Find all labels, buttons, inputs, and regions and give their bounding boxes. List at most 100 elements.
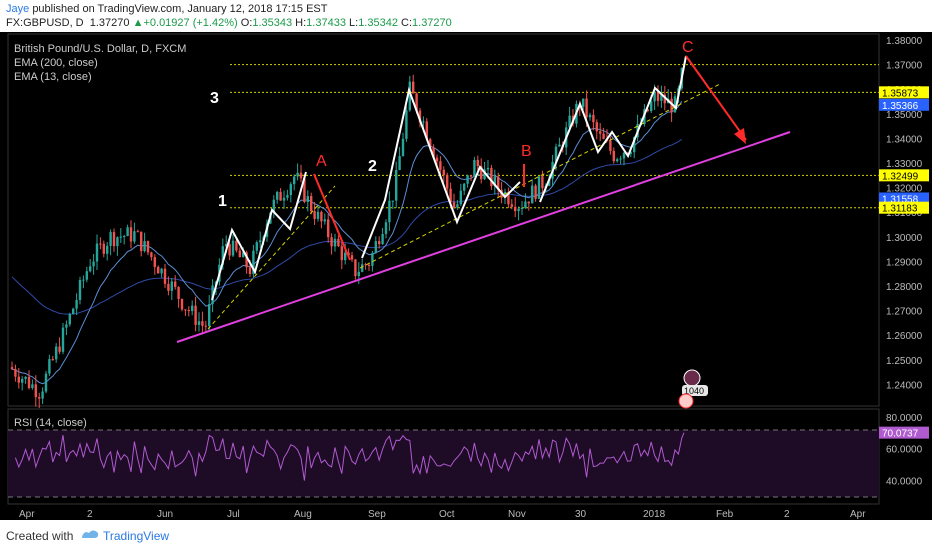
time-tick-label: Jun bbox=[157, 509, 173, 520]
candle-body bbox=[568, 115, 571, 128]
candle-body bbox=[656, 91, 660, 101]
trendline-support[interactable] bbox=[176, 131, 791, 343]
candle-body bbox=[299, 172, 303, 179]
candle-body bbox=[429, 139, 432, 148]
chart-area[interactable]: 1 2 3 A B C British Pound/U.S. Dollar, D… bbox=[0, 32, 932, 520]
candle-body bbox=[143, 241, 146, 252]
candle-body bbox=[167, 283, 170, 291]
candle-body bbox=[276, 191, 279, 200]
candle-body bbox=[133, 231, 136, 242]
candle-body bbox=[112, 232, 116, 247]
candle-body bbox=[364, 264, 367, 266]
candle-body bbox=[89, 266, 92, 272]
time-tick-label: Apr bbox=[19, 509, 35, 520]
candle-body bbox=[629, 152, 632, 154]
price-label-box bbox=[879, 192, 929, 205]
candle-body bbox=[442, 169, 445, 176]
candle-body bbox=[582, 98, 585, 107]
candle-body bbox=[306, 196, 309, 202]
candle-body bbox=[378, 241, 381, 245]
candle-body bbox=[252, 250, 255, 275]
candle-body bbox=[653, 91, 656, 102]
candle-body bbox=[524, 201, 527, 208]
ema200-line bbox=[11, 138, 683, 315]
low-value: 1.35342 bbox=[358, 17, 398, 29]
candle-body bbox=[425, 121, 428, 140]
tradingview-logo-icon[interactable] bbox=[80, 527, 100, 541]
price-tick-label: 1.38000 bbox=[886, 36, 923, 47]
candle-body bbox=[361, 264, 364, 272]
candle-body bbox=[320, 211, 323, 222]
wave-1 bbox=[211, 171, 307, 301]
candle-body bbox=[650, 101, 653, 112]
candle-body bbox=[44, 373, 48, 392]
candle-body bbox=[316, 211, 320, 219]
candle-body bbox=[514, 206, 517, 212]
candle-body bbox=[228, 244, 231, 256]
candle-body bbox=[340, 246, 343, 261]
rsi-legend[interactable]: RSI (14, close) bbox=[14, 417, 87, 429]
candle-body bbox=[82, 279, 85, 281]
candle-body bbox=[102, 243, 105, 254]
uk-flag-icon[interactable] bbox=[683, 369, 701, 387]
candle-body bbox=[459, 190, 462, 205]
candle-body bbox=[78, 279, 82, 301]
annotation-b: B bbox=[521, 143, 532, 160]
forecast-arrow-line bbox=[685, 55, 747, 141]
rsi-axis[interactable]: 80.0000 60.0000 40.0000 70.0737 bbox=[879, 413, 929, 487]
candle-body bbox=[599, 131, 602, 134]
candle-body bbox=[221, 246, 224, 265]
candle-body bbox=[116, 237, 119, 247]
ema13-legend[interactable]: EMA (13, close) bbox=[14, 71, 92, 83]
candle-body bbox=[473, 159, 476, 177]
us-flag-icon[interactable] bbox=[678, 393, 694, 409]
time-tick-label: Feb bbox=[716, 509, 734, 520]
trendline-minor-1[interactable] bbox=[207, 185, 336, 330]
candle-body bbox=[248, 267, 252, 275]
close-value: 1.37270 bbox=[412, 17, 452, 29]
chart-svg[interactable]: 1 2 3 A B C British Pound/U.S. Dollar, D… bbox=[0, 32, 932, 520]
trendline-minor-2[interactable] bbox=[359, 83, 721, 269]
candle-body bbox=[493, 176, 496, 187]
candle-body bbox=[187, 309, 190, 312]
candle-body bbox=[119, 236, 122, 238]
candle-body bbox=[293, 176, 296, 185]
candle-body bbox=[337, 238, 340, 247]
price-label-text: 1.35366 bbox=[882, 101, 919, 112]
candle-body bbox=[95, 243, 99, 262]
candle-body bbox=[405, 110, 408, 139]
annotation-a: A bbox=[316, 153, 327, 170]
event-badge[interactable]: 1040 bbox=[678, 369, 708, 409]
candle-body bbox=[510, 204, 513, 207]
change-value: +0.01927 (+1.42%) bbox=[143, 17, 238, 29]
candle-body bbox=[534, 185, 537, 199]
candle-body bbox=[238, 250, 241, 258]
rsi-tick-label: 80.0000 bbox=[886, 413, 923, 424]
candle-body bbox=[289, 184, 292, 196]
candle-body bbox=[616, 159, 619, 162]
candle-body bbox=[55, 346, 58, 360]
candle-body bbox=[279, 191, 282, 201]
time-tick-label: Oct bbox=[439, 509, 455, 520]
candle-body bbox=[41, 391, 44, 399]
candle-body bbox=[663, 94, 666, 104]
candle-body bbox=[602, 133, 605, 139]
ema200-legend[interactable]: EMA (200, close) bbox=[14, 57, 98, 69]
candle-body bbox=[68, 314, 71, 325]
candle-body bbox=[435, 157, 439, 162]
candle-body bbox=[157, 266, 160, 274]
author-link[interactable]: Jaye bbox=[6, 3, 30, 15]
time-tick-label: 2 bbox=[784, 509, 790, 520]
candle-body bbox=[208, 304, 211, 327]
candle-body bbox=[660, 94, 663, 101]
time-axis[interactable]: Apr 2 Jun Jul Aug Sep Oct Nov 30 2018 Feb 2 Apr bbox=[19, 509, 866, 520]
candle-body bbox=[541, 176, 544, 189]
ohlc-line: FX:GBPUSD, D 1.37270 ▲+0.01927 (+1.42%) … bbox=[6, 17, 452, 29]
candle-body bbox=[27, 376, 31, 388]
rsi-line bbox=[14, 432, 685, 481]
tradingview-brand[interactable]: TradingView bbox=[103, 529, 170, 543]
header-bar: Jaye published on TradingView.com, Janua… bbox=[0, 0, 932, 32]
time-tick-label: 2018 bbox=[643, 509, 666, 520]
time-tick-label: Jul bbox=[227, 509, 240, 520]
rsi-band bbox=[8, 430, 879, 497]
